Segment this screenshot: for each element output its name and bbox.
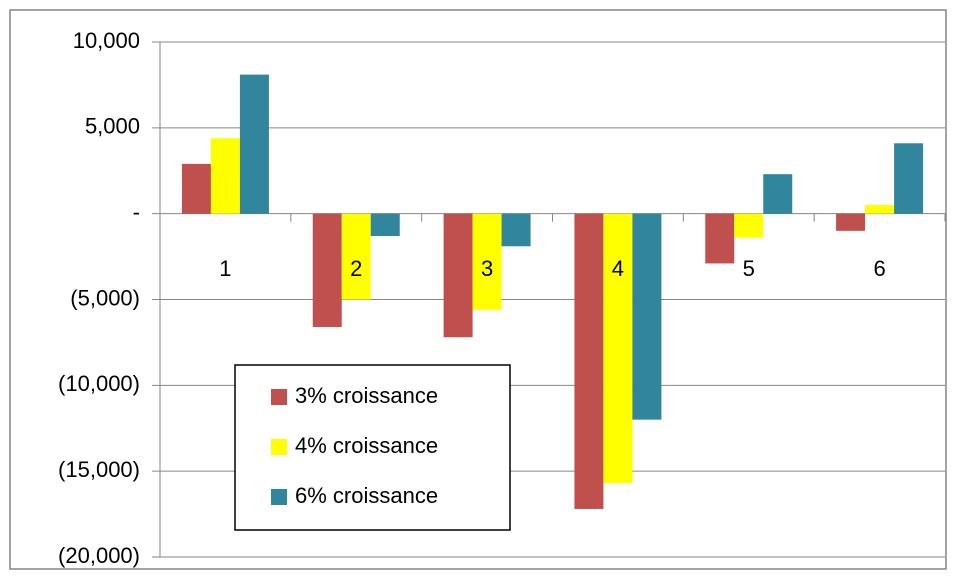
- bar: [734, 213, 764, 238]
- y-tick-label: 5,000: [85, 114, 140, 139]
- x-tick-label: 5: [743, 256, 755, 281]
- x-tick-label: 1: [219, 256, 231, 281]
- y-tick-label: -: [133, 199, 140, 224]
- bar: [472, 213, 502, 310]
- x-tick-label: 4: [612, 256, 624, 281]
- bar: [181, 163, 211, 214]
- legend-label: 6% croissance: [295, 483, 438, 508]
- y-tick-label: (20,000): [58, 543, 140, 568]
- y-tick-label: (10,000): [58, 371, 140, 396]
- bar: [763, 174, 793, 214]
- bar: [836, 213, 866, 231]
- bar: [603, 213, 633, 484]
- bar: [443, 213, 473, 338]
- legend-swatch: [271, 489, 287, 505]
- bar: [370, 213, 400, 236]
- bar: [894, 143, 924, 214]
- legend-label: 3% croissance: [295, 383, 438, 408]
- legend-swatch: [271, 439, 287, 455]
- bar: [312, 213, 342, 327]
- legend-swatch: [271, 389, 287, 405]
- y-tick-label: (15,000): [58, 457, 140, 482]
- bar: [632, 213, 662, 420]
- legend-label: 4% croissance: [295, 433, 438, 458]
- y-tick-label: (5,000): [70, 285, 140, 310]
- bar: [210, 138, 240, 214]
- bar: [239, 74, 269, 214]
- x-tick-label: 2: [350, 256, 362, 281]
- y-tick-label: 10,000: [73, 28, 140, 53]
- bar: [705, 213, 735, 264]
- x-tick-label: 3: [481, 256, 493, 281]
- bar: [341, 213, 371, 300]
- bar: [574, 213, 604, 509]
- x-tick-label: 6: [873, 256, 885, 281]
- bar: [501, 213, 531, 247]
- bar: [865, 205, 895, 214]
